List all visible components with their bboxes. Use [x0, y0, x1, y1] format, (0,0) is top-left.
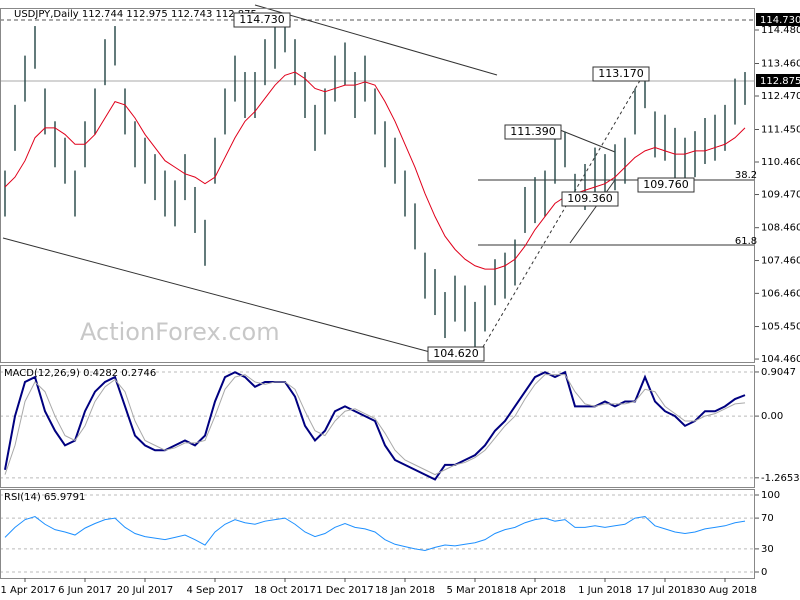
trend-line	[254, 4, 498, 76]
trend-line	[569, 179, 616, 244]
y-tick-label: 106.460	[761, 288, 800, 299]
x-tick-label: 21 Apr 2017	[0, 585, 56, 596]
y-tick-label: 109.470	[761, 190, 800, 201]
annotation: 113.170	[598, 67, 644, 80]
x-tick-label: 17 Jul 2018	[637, 585, 694, 596]
trend-line	[2, 237, 431, 353]
marks	[0, 21, 755, 573]
annotation: 109.760	[643, 178, 689, 191]
x-tick-label: 1 Jun 2018	[578, 585, 632, 596]
level-label: 114.730	[760, 15, 800, 26]
annotation: 114.730	[239, 13, 285, 26]
x-tick-label: 4 Sep 2017	[186, 585, 243, 596]
x-tick-label: 30 Aug 2018	[693, 585, 757, 596]
annotation: 111.390	[510, 125, 556, 138]
y-tick-label: -1.2653	[761, 473, 800, 484]
y-tick-label: 111.450	[761, 125, 800, 136]
annotation: 104.620	[433, 347, 479, 360]
annotation-box	[592, 66, 650, 82]
y-tick-label: 107.460	[761, 256, 800, 267]
x-tick-label: 1 Dec 2017	[316, 585, 374, 596]
watermark: ActionForex.com	[80, 318, 280, 346]
series-line	[4, 374, 746, 476]
panel-title: MACD(12,26,9) 0.4282 0.2746	[4, 368, 156, 379]
series-line	[4, 71, 746, 270]
y-tick-label: 0.00	[761, 411, 783, 422]
price-tag	[756, 74, 800, 87]
panel-frame	[0, 489, 755, 579]
series-line	[4, 370, 746, 481]
y-tick-label: 70	[761, 513, 774, 524]
y-tick-label: 100	[761, 490, 780, 501]
annotation: 38.2	[735, 170, 757, 181]
y-tick-label: 108.460	[761, 223, 800, 234]
chart-title: USDJPY,Daily 112.744 112.975 112.743 112…	[14, 9, 257, 20]
x-tick-label: 20 Jul 2017	[117, 585, 174, 596]
x-tick-label: 18 Jan 2018	[375, 585, 435, 596]
trend-line	[479, 71, 646, 353]
panel-title: RSI(14) 65.9791	[4, 492, 85, 503]
y-tick-label: 112.470	[761, 91, 800, 102]
y-tick-label: 110.460	[761, 157, 800, 168]
y-tick-label: 104.460	[761, 354, 800, 365]
annotation-box	[504, 124, 562, 140]
x-tick-label: 18 Apr 2018	[504, 585, 566, 596]
x-tick-label: 18 Oct 2017	[254, 585, 316, 596]
trend-line	[559, 129, 616, 153]
panel-frame	[0, 8, 755, 363]
series-line	[4, 516, 746, 551]
last-price-label: 112.875	[760, 76, 800, 87]
panel-frame	[0, 365, 755, 488]
y-tick-label: 113.460	[761, 58, 800, 69]
annotation-box	[637, 177, 695, 193]
y-tick-label: 30	[761, 544, 774, 555]
x-tick-label: 6 Jun 2017	[58, 585, 112, 596]
y-tick-label: 105.450	[761, 322, 800, 333]
annotation: 61.8	[735, 236, 757, 247]
y-tick-label: 0	[761, 567, 767, 578]
annotation-box	[427, 346, 485, 362]
annotation-box	[561, 191, 619, 207]
annotation: 109.360	[567, 192, 613, 205]
y-tick-label: 0.9047	[761, 367, 796, 378]
x-tick-label: 5 Mar 2018	[446, 585, 503, 596]
annotation-box	[233, 12, 291, 28]
level-tag	[756, 13, 800, 26]
y-tick-label: 114.480	[761, 25, 800, 36]
